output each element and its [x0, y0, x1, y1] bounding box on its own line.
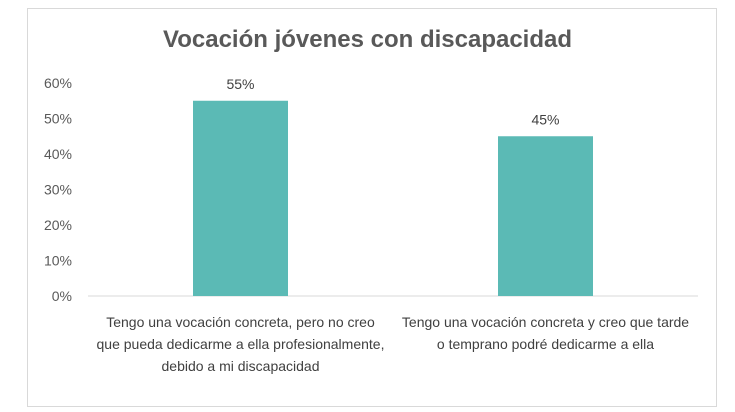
chart-title: Vocación jóvenes con discapacidad: [162, 26, 573, 53]
bar-0: [193, 100, 288, 296]
category-label-0: Tengo una vocación concreta, pero no cre…: [96, 314, 385, 374]
y-tick-label: 20%: [44, 217, 72, 233]
bars: [193, 100, 593, 296]
category-label-1: Tengo una vocación concreta y creo que t…: [401, 314, 690, 352]
y-tick-label: 10%: [44, 253, 72, 269]
y-tick-label: 30%: [44, 182, 72, 198]
data-label-0: 55%: [226, 76, 254, 92]
y-tick-label: 0%: [52, 288, 72, 304]
bar-1: [498, 136, 593, 296]
data-label-1: 45%: [531, 111, 559, 127]
chart-frame: [27, 8, 717, 407]
y-tick-label: 60%: [44, 75, 72, 91]
y-tick-label: 40%: [44, 146, 72, 162]
y-axis-ticks: 0% 10% 20% 30% 40% 50% 60%: [44, 75, 72, 304]
y-tick-label: 50%: [44, 111, 72, 127]
data-labels: 55% 45%: [226, 76, 559, 128]
